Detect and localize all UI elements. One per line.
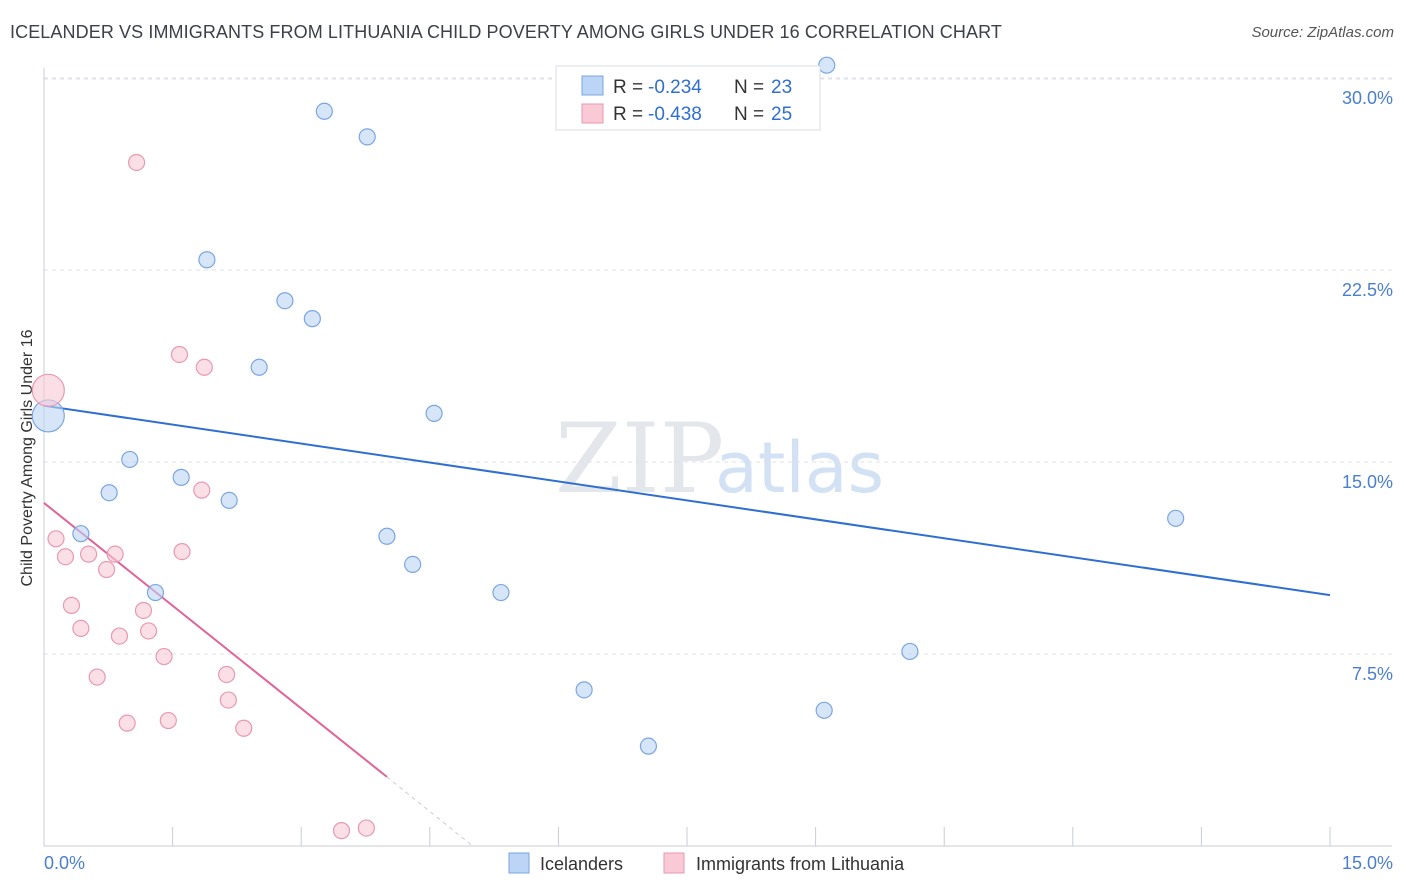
- point-icelanders: [172, 468, 190, 486]
- y-tick-labels: 7.5% 15.0% 22.5% 30.0%: [1342, 88, 1393, 684]
- point-lithuania: [110, 627, 129, 645]
- point-lithuania: [173, 542, 191, 561]
- legend-swatch-blue: [581, 75, 604, 96]
- stats-legend: R = -0.234 N = 23 R = -0.438 N = 25: [555, 65, 821, 131]
- legend-n-label: N =: [734, 104, 764, 125]
- legend-r-label: R =: [613, 77, 643, 98]
- legend-n-value-pink: 25: [771, 104, 792, 125]
- point-icelanders: [72, 525, 90, 543]
- legend-r-value-pink: -0.438: [648, 104, 702, 125]
- point-lithuania: [56, 548, 75, 566]
- point-icelanders: [358, 128, 376, 146]
- point-lithuania: [62, 596, 81, 614]
- point-lithuania: [155, 647, 173, 666]
- series-legend: Icelanders Immigrants from Lithuania: [508, 852, 905, 874]
- series-label-lithuania: Immigrants from Lithuania: [696, 854, 905, 874]
- y-tick-label: 22.5%: [1342, 280, 1393, 300]
- trendline-lithuania: [43, 502, 388, 778]
- point-lithuania: [218, 665, 236, 684]
- point-lithuania: [72, 619, 90, 638]
- point-lithuania: [170, 345, 189, 364]
- point-lithuania: [118, 714, 136, 732]
- legend-n-value-blue: 23: [771, 77, 792, 98]
- source-label: Source: ZipAtlas.com: [1251, 24, 1394, 41]
- y-axis-label: Child Poverty Among Girls Under 16: [19, 329, 36, 586]
- point-lithuania: [195, 358, 213, 376]
- point-lithuania: [31, 373, 65, 407]
- point-lithuania: [134, 601, 153, 620]
- gridlines: [44, 77, 1392, 655]
- point-lithuania: [332, 822, 351, 840]
- series-swatch-icelanders: [508, 852, 530, 874]
- point-lithuania: [235, 719, 253, 737]
- point-icelanders: [250, 358, 268, 376]
- point-icelanders: [100, 484, 118, 502]
- x-tick-label: 15.0%: [1342, 853, 1393, 873]
- point-lithuania: [219, 691, 237, 709]
- watermark-atlas: atlas: [715, 427, 884, 509]
- point-icelanders: [121, 450, 139, 469]
- point-lithuania: [106, 545, 124, 563]
- point-lithuania: [127, 153, 146, 172]
- legend-swatch-pink: [581, 103, 604, 124]
- point-icelanders: [815, 701, 833, 719]
- point-icelanders: [146, 583, 165, 602]
- trendline-icelanders: [43, 404, 1331, 597]
- point-icelanders: [404, 555, 422, 574]
- point-icelanders: [378, 527, 396, 545]
- point-icelanders: [639, 737, 658, 755]
- axes: [43, 68, 1392, 847]
- point-icelanders: [492, 583, 510, 602]
- point-icelanders: [303, 310, 321, 328]
- x-tick-labels: 0.0% 15.0%: [44, 853, 1393, 873]
- point-lithuania: [159, 711, 177, 730]
- point-lithuania: [79, 545, 98, 563]
- point-icelanders: [1167, 509, 1185, 527]
- point-lithuania: [139, 622, 158, 640]
- point-icelanders: [575, 681, 593, 699]
- point-icelanders: [425, 404, 443, 422]
- y-tick-label: 15.0%: [1342, 472, 1393, 492]
- chart-title: ICELANDER VS IMMIGRANTS FROM LITHUANIA C…: [10, 22, 1002, 42]
- point-lithuania: [357, 819, 375, 837]
- point-lithuania: [88, 668, 106, 686]
- point-icelanders: [220, 491, 238, 509]
- legend-r-label: R =: [613, 104, 643, 125]
- point-lithuania: [97, 560, 116, 579]
- series-swatch-lithuania: [663, 852, 685, 874]
- watermark-zip: ZIP: [555, 403, 724, 515]
- point-lithuania: [193, 481, 211, 499]
- point-icelanders: [198, 251, 216, 269]
- trend-lines: [43, 404, 1331, 847]
- series-label-icelanders: Icelanders: [540, 854, 623, 874]
- point-icelanders: [315, 102, 333, 120]
- data-points: [31, 56, 1185, 840]
- point-icelanders: [818, 56, 836, 74]
- y-tick-label: 30.0%: [1342, 88, 1393, 108]
- x-tick-label: 0.0%: [44, 853, 85, 873]
- point-lithuania: [47, 530, 65, 548]
- point-icelanders: [276, 292, 294, 310]
- legend-r-value-blue: -0.234: [648, 77, 702, 98]
- y-tick-label: 7.5%: [1352, 664, 1393, 684]
- point-icelanders: [901, 642, 919, 661]
- legend-n-label: N =: [734, 77, 764, 98]
- trendline-lithuania-extension: [386, 776, 473, 847]
